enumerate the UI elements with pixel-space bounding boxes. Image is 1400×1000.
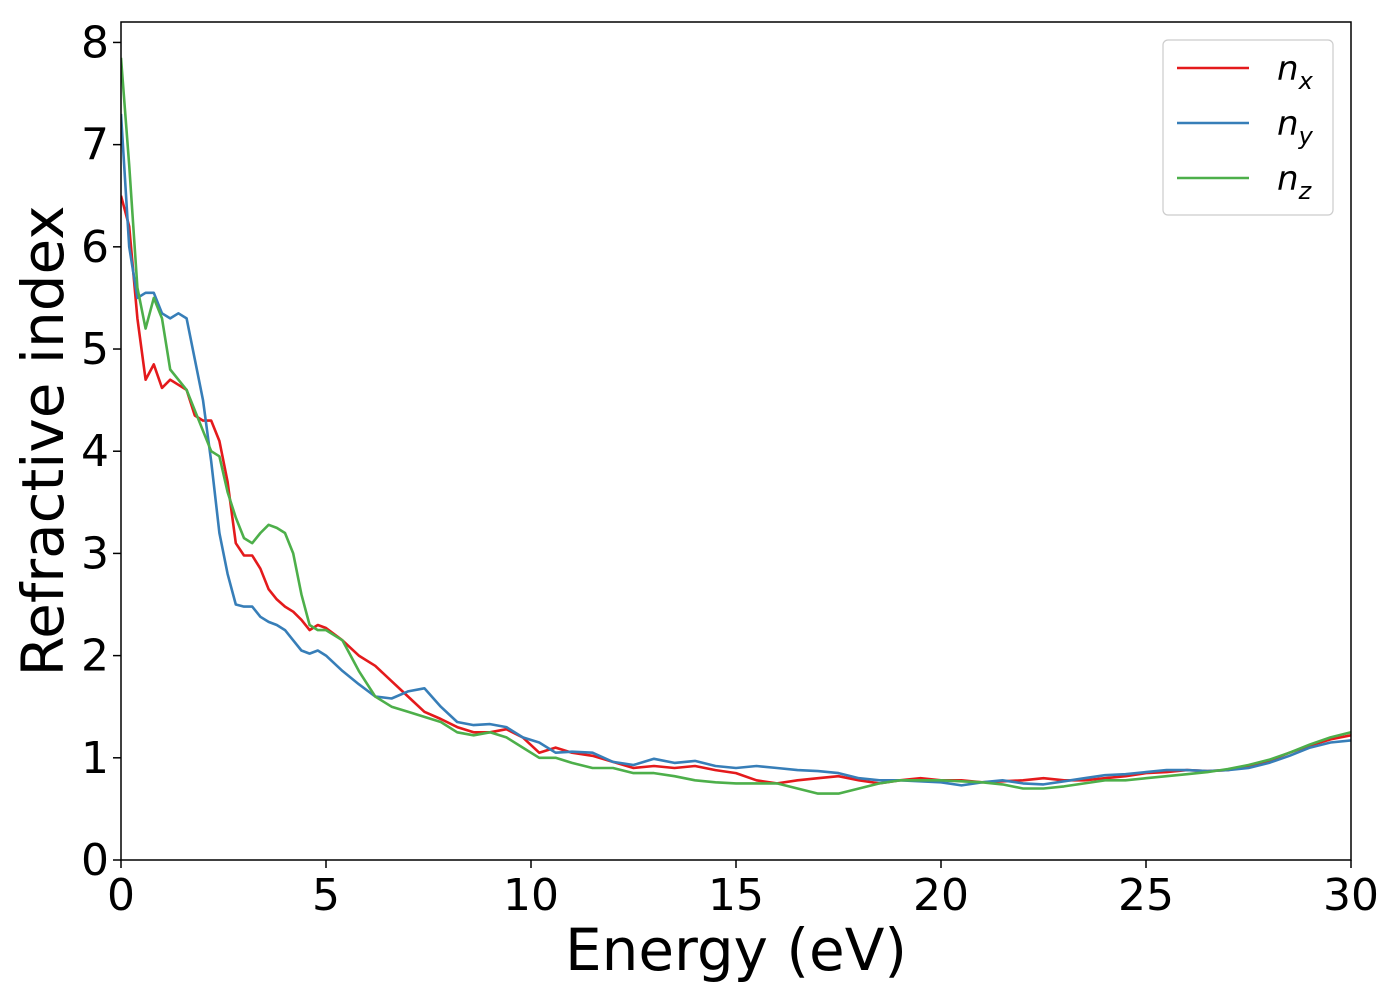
y-tick-label: 1 [81,733,109,784]
series-line-ny [121,113,1351,787]
y-axis-title: Refractive index [9,205,77,676]
x-tick-label: 0 [107,870,135,921]
x-tick-label: 15 [708,870,764,921]
y-axis: 0 1 2 3 4 5 6 7 8 [81,17,121,886]
legend-label-nz: nz [1277,159,1313,205]
x-axis: 0 5 10 15 20 25 30 [107,860,1379,921]
y-tick-label: 6 [81,222,109,273]
x-tick-label: 30 [1323,870,1379,921]
y-tick-label: 3 [81,528,109,579]
x-tick-label: 5 [312,870,340,921]
x-tick-label: 25 [1118,870,1174,921]
x-tick-label: 10 [503,870,559,921]
legend: nx ny nz [1162,39,1334,216]
y-tick-label: 2 [81,631,109,682]
series-line-nx [121,195,1351,785]
legend-label-ny: ny [1277,104,1314,150]
legend-label-nx: nx [1277,49,1314,95]
x-axis-title: Energy (eV) [565,916,907,984]
y-tick-label: 0 [81,835,109,886]
plot-area [121,57,1351,795]
series-line-nz [121,57,1351,795]
y-tick-label: 4 [81,426,109,477]
y-tick-label: 5 [81,324,109,375]
legend-box [1162,39,1334,216]
y-tick-label: 7 [81,120,109,171]
x-tick-label: 20 [913,870,969,921]
y-tick-label: 8 [81,17,109,68]
